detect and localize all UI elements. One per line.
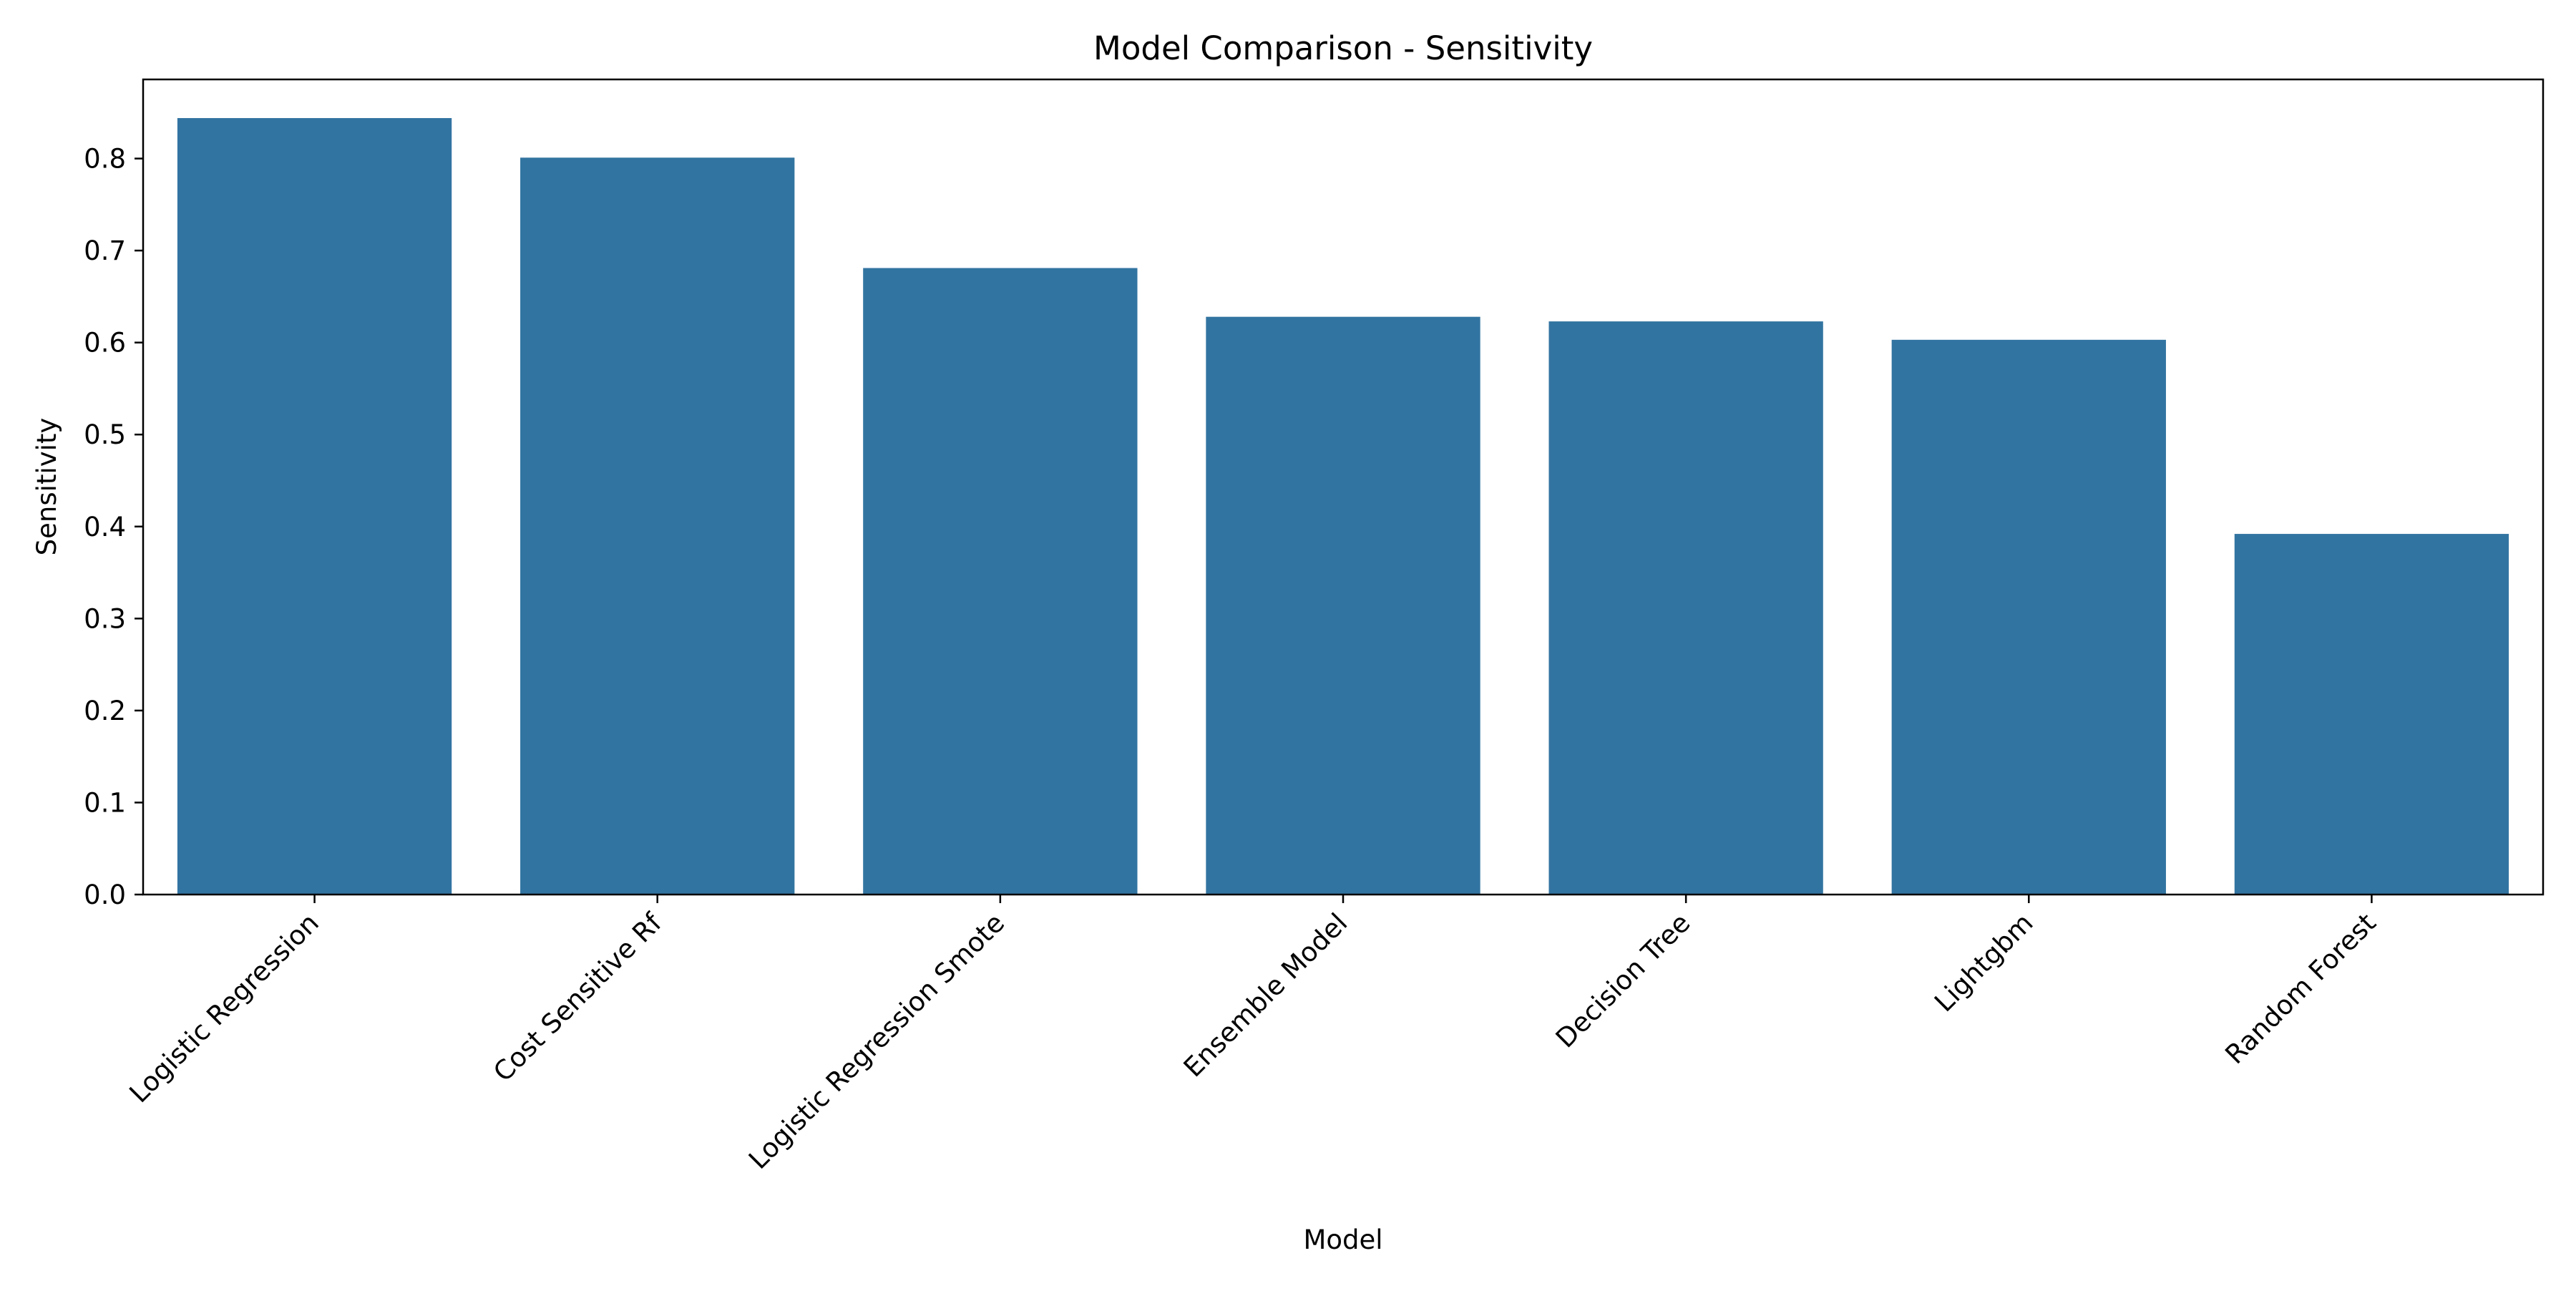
y-tick-label: 0.4 xyxy=(84,512,126,542)
x-tick-label: Cost Sensitive Rf xyxy=(487,907,668,1088)
x-tick-label: Random Forest xyxy=(2219,907,2381,1070)
bar-4 xyxy=(1206,316,1480,895)
x-tick-label: Logistic Regression Smote xyxy=(743,907,1010,1175)
x-axis-label: Model xyxy=(1303,1224,1382,1255)
bar-7 xyxy=(2234,534,2509,895)
x-tick-label: Ensemble Model xyxy=(1178,907,1354,1083)
y-tick-label: 0.8 xyxy=(84,144,126,175)
y-tick-label: 0.6 xyxy=(84,328,126,359)
bar-2 xyxy=(520,157,795,895)
y-tick-label: 0.0 xyxy=(84,880,126,910)
plot-frame xyxy=(142,78,2545,896)
y-axis: 0.0 0.1 0.2 0.3 0.4 0.5 0.6 0.7 0.8 xyxy=(84,144,143,910)
bars-layer xyxy=(177,117,2509,895)
y-axis-label: Sensitivity xyxy=(31,418,62,556)
bar-1 xyxy=(177,117,452,895)
x-tick-label: Logistic Regression xyxy=(124,907,325,1109)
y-tick-label: 0.5 xyxy=(84,419,126,450)
y-tick-label: 0.1 xyxy=(84,787,126,818)
y-tick-label: 0.2 xyxy=(84,696,126,726)
x-tick-label: Decision Tree xyxy=(1550,907,1697,1054)
x-tick-label: Lightgbm xyxy=(1928,907,2039,1018)
bar-3 xyxy=(863,268,1138,895)
chart-title: Model Comparison - Sensitivity xyxy=(1093,29,1593,67)
bar-6 xyxy=(1891,339,2166,895)
bar-5 xyxy=(1548,321,1823,895)
x-axis: Logistic Regression Cost Sensitive Rf Logi… xyxy=(124,895,2382,1175)
y-tick-label: 0.3 xyxy=(84,603,126,634)
y-tick-label: 0.7 xyxy=(84,235,126,266)
